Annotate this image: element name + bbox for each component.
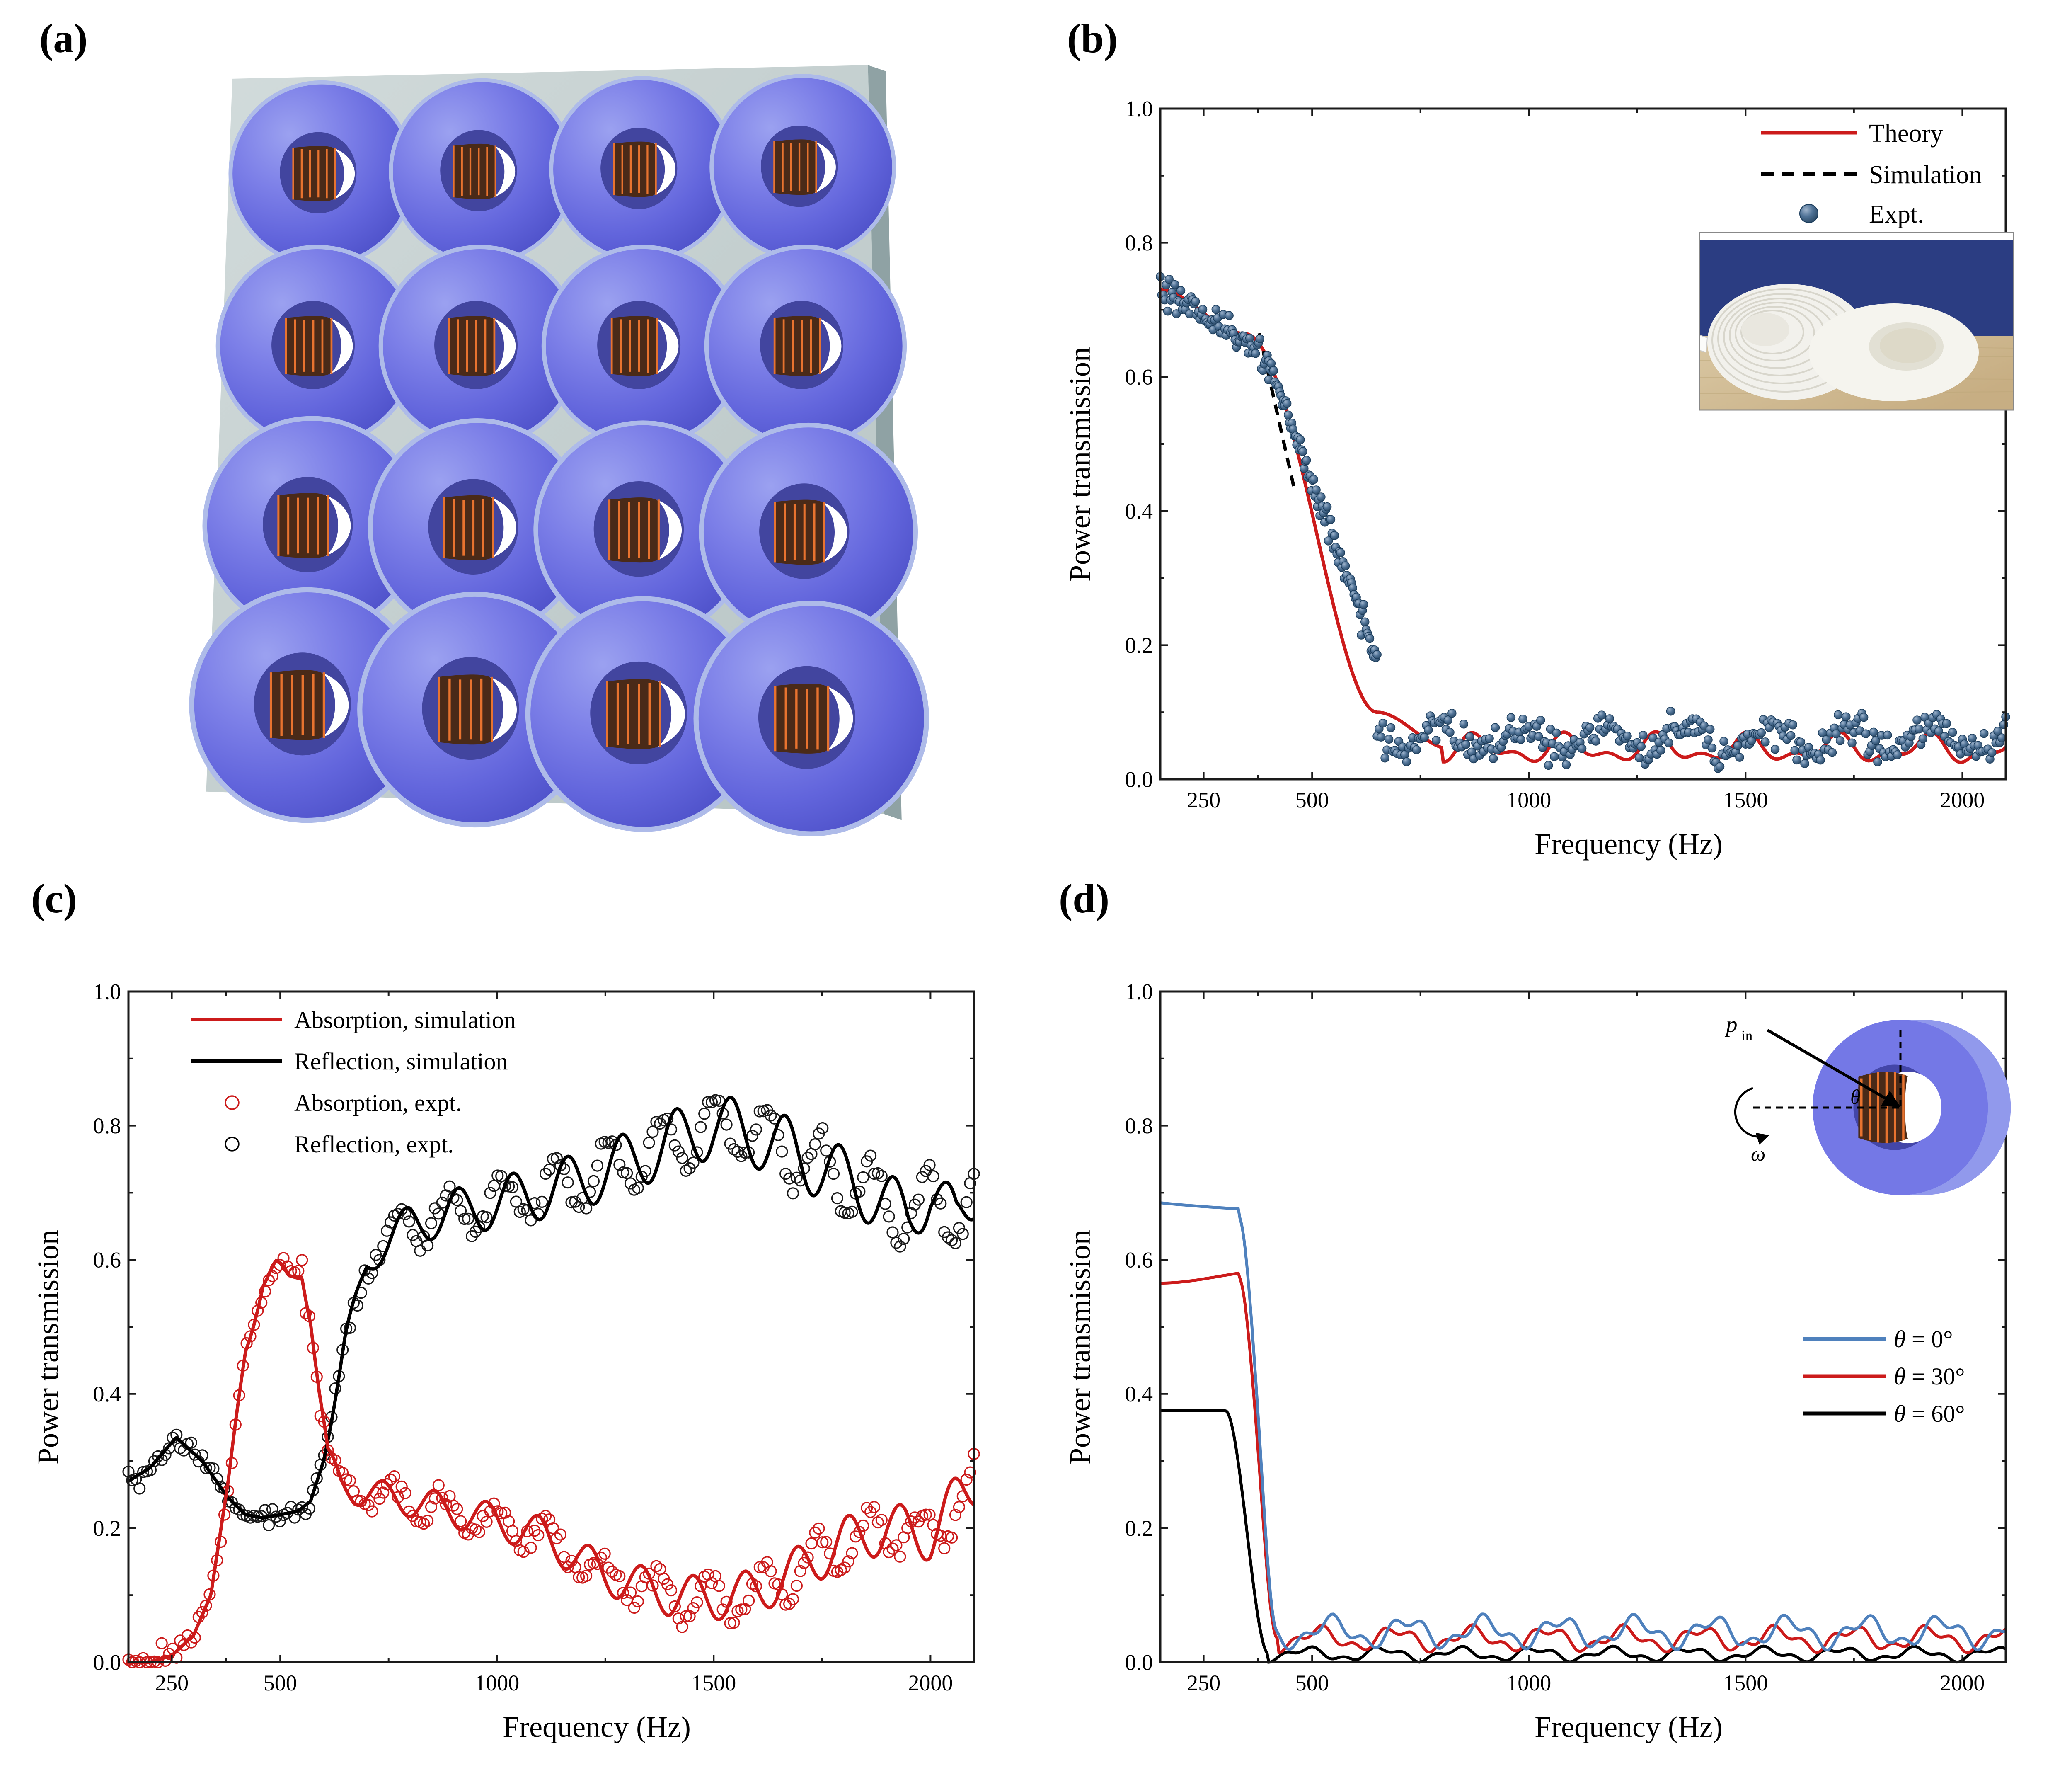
svg-text:500: 500 — [1295, 788, 1329, 812]
svg-text:0.2: 0.2 — [93, 1516, 121, 1541]
svg-text:0.4: 0.4 — [1125, 499, 1153, 524]
svg-text:Reflection, expt.: Reflection, expt. — [294, 1131, 454, 1158]
svg-text:in: in — [1741, 1028, 1752, 1044]
svg-text:0.6: 0.6 — [1125, 1248, 1153, 1273]
svg-text:0.2: 0.2 — [1125, 1516, 1153, 1541]
svg-text:Theory: Theory — [1869, 119, 1943, 148]
svg-text:2000: 2000 — [908, 1670, 953, 1695]
svg-text:Reflection, simulation: Reflection, simulation — [294, 1048, 508, 1075]
svg-text:250: 250 — [1187, 1670, 1220, 1695]
svg-text:0.4: 0.4 — [93, 1382, 121, 1406]
svg-text:Frequency (Hz): Frequency (Hz) — [1535, 1710, 1723, 1743]
svg-text:0.0: 0.0 — [1125, 1650, 1153, 1675]
svg-text:1.0: 1.0 — [1125, 979, 1153, 1004]
svg-text:1500: 1500 — [691, 1670, 736, 1695]
svg-text:250: 250 — [1187, 788, 1220, 812]
svg-text:Expt.: Expt. — [1869, 200, 1924, 228]
svg-text:θ = 0°: θ = 0° — [1894, 1326, 1953, 1353]
svg-text:1000: 1000 — [1506, 788, 1551, 812]
svg-text:0.0: 0.0 — [93, 1650, 121, 1675]
svg-text:Frequency (Hz): Frequency (Hz) — [1535, 827, 1723, 861]
svg-text:1.0: 1.0 — [1125, 96, 1153, 121]
svg-text:Power transmission: Power transmission — [31, 1230, 65, 1464]
svg-text:0.8: 0.8 — [1125, 230, 1153, 255]
svg-text:1500: 1500 — [1723, 788, 1768, 812]
svg-text:Power transmission: Power transmission — [1063, 1230, 1097, 1464]
svg-text:Simulation: Simulation — [1869, 161, 1982, 189]
svg-text:Absorption, expt.: Absorption, expt. — [294, 1089, 462, 1116]
svg-text:1000: 1000 — [474, 1670, 519, 1695]
svg-text:0.0: 0.0 — [1125, 767, 1153, 792]
svg-text:1500: 1500 — [1723, 1670, 1768, 1695]
svg-text:1.0: 1.0 — [93, 979, 121, 1004]
svg-text:θ: θ — [1850, 1085, 1861, 1108]
svg-text:θ = 30°: θ = 30° — [1894, 1363, 1965, 1390]
svg-text:Absorption, simulation: Absorption, simulation — [294, 1006, 516, 1033]
svg-text:θ = 60°: θ = 60° — [1894, 1400, 1965, 1427]
svg-text:ω: ω — [1751, 1142, 1765, 1165]
svg-text:0.2: 0.2 — [1125, 633, 1153, 658]
svg-text:Frequency (Hz): Frequency (Hz) — [503, 1710, 691, 1743]
svg-text:250: 250 — [155, 1670, 189, 1695]
svg-text:0.8: 0.8 — [93, 1113, 121, 1138]
svg-text:2000: 2000 — [1940, 788, 1985, 812]
svg-text:p: p — [1724, 1012, 1738, 1037]
svg-text:0.6: 0.6 — [1125, 365, 1153, 390]
svg-text:Power transmission: Power transmission — [1063, 347, 1097, 582]
svg-text:500: 500 — [264, 1670, 297, 1695]
svg-text:2000: 2000 — [1940, 1670, 1985, 1695]
svg-text:1000: 1000 — [1506, 1670, 1551, 1695]
svg-text:500: 500 — [1295, 1670, 1329, 1695]
svg-text:0.6: 0.6 — [93, 1248, 121, 1273]
svg-text:0.4: 0.4 — [1125, 1382, 1153, 1406]
svg-text:0.8: 0.8 — [1125, 1113, 1153, 1138]
